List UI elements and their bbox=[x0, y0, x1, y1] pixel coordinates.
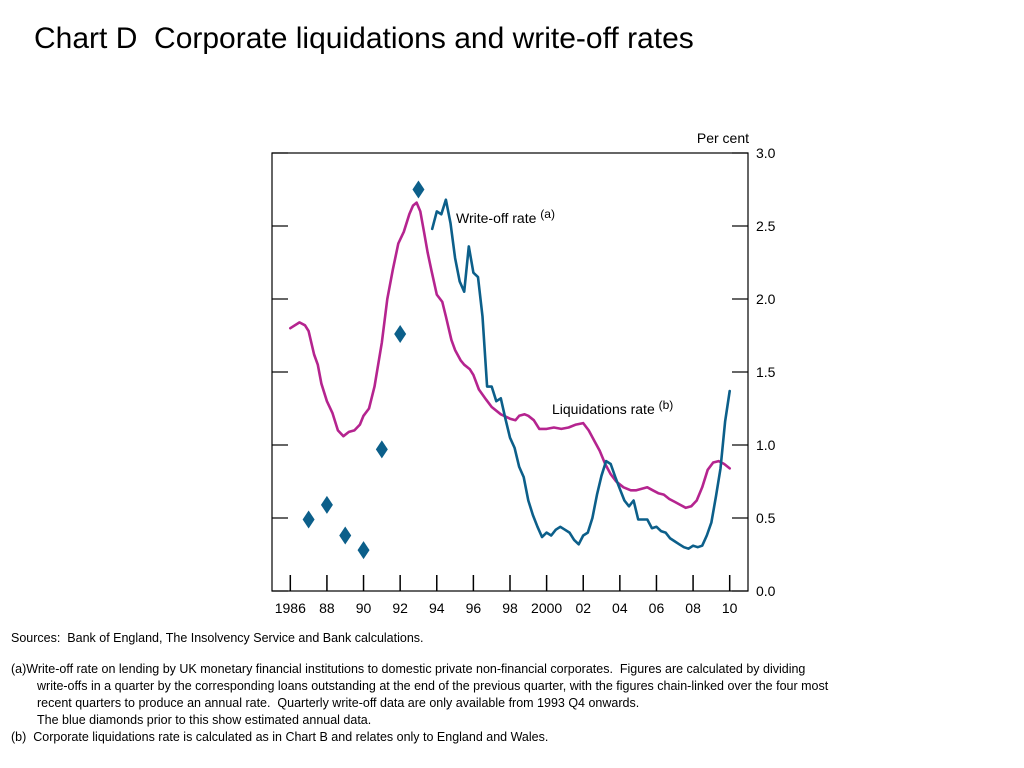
x-tick-label: 04 bbox=[612, 600, 628, 616]
footnotes: Sources: Bank of England, The Insolvency… bbox=[11, 630, 1001, 746]
estimated-write-off-diamond bbox=[339, 526, 352, 545]
y-tick-label: 0.5 bbox=[756, 510, 776, 526]
liquidations-rate-label: Liquidations rate (b) bbox=[552, 398, 673, 417]
x-axis: 1986 88 90 92 94 96 98 2000 02 04 06 08 10 bbox=[275, 575, 738, 616]
x-tick-label: 94 bbox=[429, 600, 445, 616]
x-tick-label: 90 bbox=[356, 600, 372, 616]
liquidations-rate-line bbox=[289, 201, 731, 510]
liquidations-rate-label-text: Liquidations rate bbox=[552, 401, 655, 417]
x-tick-label: 1986 bbox=[275, 600, 306, 616]
x-tick-label: 92 bbox=[392, 600, 408, 616]
line-chart: 0.0 0.5 1.0 1.5 2.0 2.5 3.0 1986 88 90 92 94 96 98 20… bbox=[271, 130, 776, 616]
y-tick-label: 3.0 bbox=[756, 145, 776, 161]
note-a-line-4: The blue diamonds prior to this show est… bbox=[37, 713, 372, 727]
x-tick-label: 98 bbox=[502, 600, 518, 616]
chart-title: Chart D Corporate liquidations and write… bbox=[34, 22, 694, 55]
series-layer bbox=[289, 180, 731, 560]
liquidations-rate-label-sup: (b) bbox=[659, 398, 674, 412]
x-tick-label: 10 bbox=[722, 600, 738, 616]
note-a-line-2: write-offs in a quarter by the correspon… bbox=[37, 679, 829, 693]
x-tick-label: 02 bbox=[575, 600, 591, 616]
write-off-rate-label-sup: (a) bbox=[540, 207, 555, 221]
x-tick-label: 96 bbox=[466, 600, 482, 616]
y-tick-label: 0.0 bbox=[756, 583, 776, 599]
note-a-line-3: recent quarters to produce an annual rat… bbox=[37, 696, 640, 710]
unit-label: Per cent bbox=[697, 130, 749, 146]
y-tick-label: 2.5 bbox=[756, 218, 776, 234]
x-tick-label: 2000 bbox=[531, 600, 562, 616]
x-tick-label: 06 bbox=[649, 600, 665, 616]
estimated-write-off-diamond bbox=[375, 440, 388, 459]
estimated-write-off-diamond bbox=[412, 180, 425, 199]
estimated-write-off-diamond bbox=[302, 510, 315, 529]
note-b: (b) Corporate liquidations rate is calcu… bbox=[11, 730, 549, 744]
sources-note: Sources: Bank of England, The Insolvency… bbox=[11, 631, 424, 645]
y-axis: 0.0 0.5 1.0 1.5 2.0 2.5 3.0 bbox=[272, 145, 776, 599]
write-off-rate-label: Write-off rate (a) bbox=[456, 207, 555, 226]
write-off-rate-line bbox=[430, 198, 731, 550]
write-off-rate-label-text: Write-off rate bbox=[456, 210, 537, 226]
x-tick-label: 88 bbox=[319, 600, 335, 616]
y-tick-label: 1.5 bbox=[756, 364, 776, 380]
estimated-write-off-diamond bbox=[357, 541, 370, 560]
estimated-write-off-diamond bbox=[320, 495, 333, 514]
note-a-line-1: (a)Write-off rate on lending by UK monet… bbox=[11, 662, 806, 676]
x-tick-label: 08 bbox=[685, 600, 701, 616]
y-tick-label: 2.0 bbox=[756, 291, 776, 307]
y-tick-label: 1.0 bbox=[756, 437, 776, 453]
estimated-write-off-diamond bbox=[394, 325, 407, 344]
